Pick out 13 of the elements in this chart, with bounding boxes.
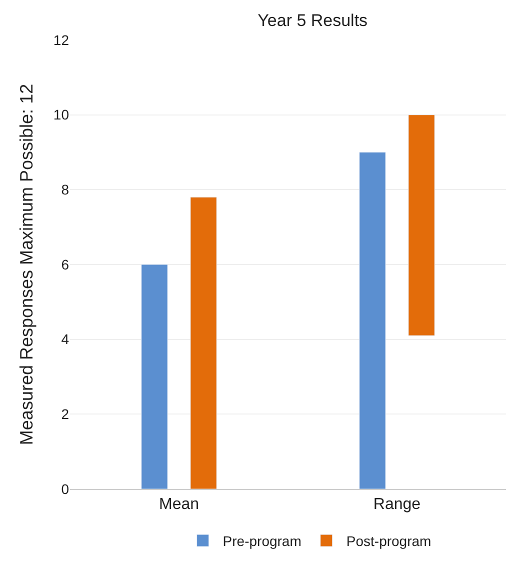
x-tick-label: Mean (158, 496, 200, 514)
y-tick-label: 8 (61, 182, 70, 198)
chart-title: Year 5 Results (258, 11, 368, 30)
y-tick-label: 2 (61, 406, 70, 422)
y-tick-label: 6 (61, 256, 70, 272)
y-tick-label: 12 (53, 32, 70, 48)
legend-label: Pre-program (222, 532, 302, 549)
x-tick-label: Range (373, 496, 421, 514)
y-tick-label: 10 (53, 106, 70, 123)
legend-label: Post-program (346, 532, 432, 549)
y-tick-label: 4 (61, 331, 70, 348)
y-axis-title: Measured Responses Maximum Possible: 12 (16, 84, 37, 446)
y-tick-label: 0 (61, 480, 70, 497)
